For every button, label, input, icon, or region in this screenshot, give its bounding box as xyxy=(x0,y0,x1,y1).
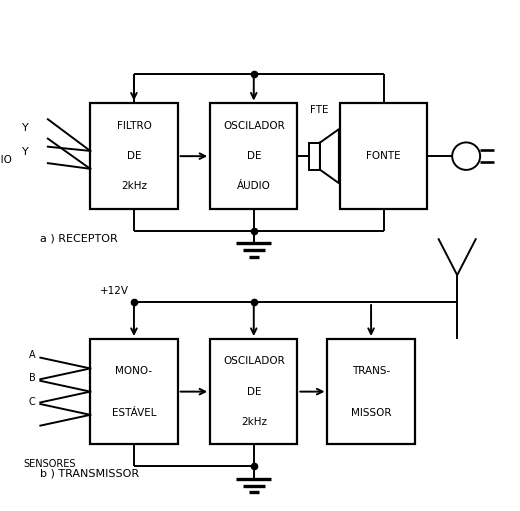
Text: a ) RECEPTOR: a ) RECEPTOR xyxy=(41,234,118,243)
Text: OSCILADOR: OSCILADOR xyxy=(223,357,284,366)
Text: DE: DE xyxy=(127,151,141,161)
Text: b ) TRANSMISSOR: b ) TRANSMISSOR xyxy=(41,469,139,479)
Text: TRANS-: TRANS- xyxy=(352,365,390,376)
Bar xyxy=(210,339,297,445)
Text: A: A xyxy=(29,350,35,360)
Text: DE: DE xyxy=(246,387,261,397)
Bar xyxy=(90,103,178,209)
Text: ÁUDIO: ÁUDIO xyxy=(0,155,13,165)
Bar xyxy=(90,339,178,445)
Text: FONTE: FONTE xyxy=(366,151,401,161)
Text: MONO-: MONO- xyxy=(115,365,152,376)
Text: B: B xyxy=(29,374,35,383)
Text: 2kHz: 2kHz xyxy=(121,181,147,191)
Text: Y: Y xyxy=(22,123,29,133)
Text: OSCILADOR: OSCILADOR xyxy=(223,121,284,131)
Text: FILTRO: FILTRO xyxy=(116,121,151,131)
Bar xyxy=(328,339,415,445)
Text: ESTÁVEL: ESTÁVEL xyxy=(112,408,156,417)
Bar xyxy=(340,103,427,209)
Bar xyxy=(210,103,297,209)
Text: 2kHz: 2kHz xyxy=(241,417,267,427)
Text: SENSORES: SENSORES xyxy=(23,459,75,469)
Text: FTE: FTE xyxy=(309,105,328,114)
Text: C: C xyxy=(29,397,35,407)
Text: MISSOR: MISSOR xyxy=(351,408,392,417)
Text: DE: DE xyxy=(246,151,261,161)
Text: +12V: +12V xyxy=(100,286,129,296)
Bar xyxy=(309,143,320,170)
Text: ÁUDIO: ÁUDIO xyxy=(237,181,271,191)
Text: Y: Y xyxy=(22,147,29,157)
Circle shape xyxy=(452,143,480,170)
